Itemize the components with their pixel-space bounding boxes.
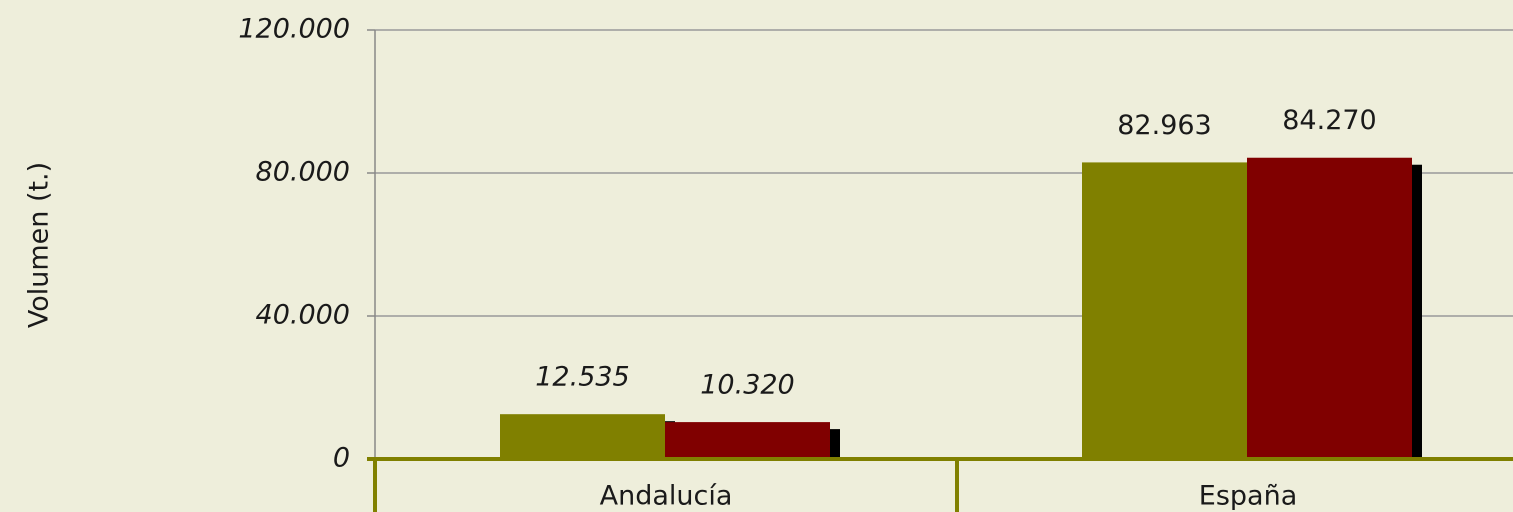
y-axis-label: Volumen (t.) — [24, 162, 55, 328]
x-tick-label: España — [1199, 481, 1297, 512]
data-label: 10.320 — [700, 370, 794, 401]
bar — [1247, 157, 1412, 460]
x-tick-label: Andalucía — [600, 481, 733, 512]
bar — [665, 422, 830, 459]
bar — [500, 414, 665, 459]
y-tick-label: 40.000 — [256, 300, 350, 331]
data-label: 12.535 — [535, 362, 629, 393]
y-tick-label: 0 — [333, 443, 350, 474]
y-tick-label: 120.000 — [238, 14, 350, 45]
data-label: 82.963 — [1117, 110, 1211, 141]
bar — [1082, 162, 1247, 459]
data-label: 84.270 — [1282, 105, 1376, 136]
y-tick-label: 80.000 — [256, 157, 350, 188]
